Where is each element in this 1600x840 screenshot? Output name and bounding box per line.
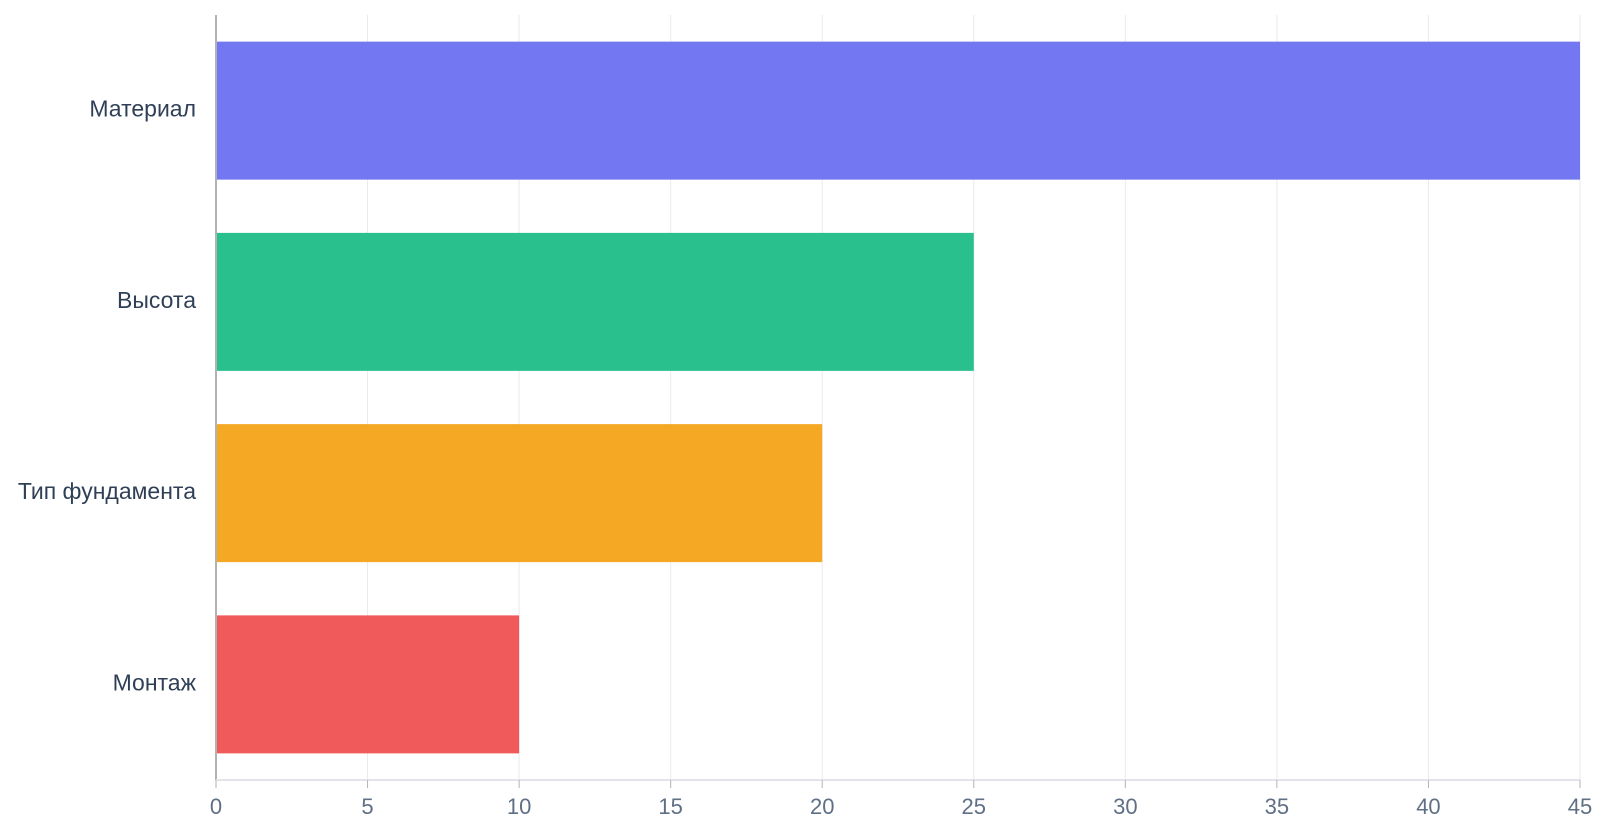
category-label-материал: Материал [89, 96, 196, 122]
x-tick-label-30: 30 [1113, 794, 1137, 819]
x-tick-label-15: 15 [658, 794, 682, 819]
category-label-тип-фундамента: Тип фундамента [18, 478, 196, 504]
bar-тип-фундамента [216, 424, 823, 563]
x-tick-label-10: 10 [507, 794, 531, 819]
category-label-высота: Высота [117, 287, 196, 313]
x-tick-label-5: 5 [361, 794, 373, 819]
bar-материал [216, 41, 1580, 180]
bar-высота [216, 232, 974, 371]
x-tick-label-40: 40 [1416, 794, 1440, 819]
x-tick-label-0: 0 [210, 794, 222, 819]
x-tick-label-35: 35 [1265, 794, 1289, 819]
x-tick-label-20: 20 [810, 794, 834, 819]
bars [216, 41, 1580, 754]
category-label-монтаж: Монтаж [113, 669, 197, 695]
x-tick-label-25: 25 [962, 794, 986, 819]
axes [215, 15, 1581, 788]
labels: Материал Высота Тип фундамента Монтаж 0 5 10 15… [18, 96, 1592, 819]
x-tick-label-45: 45 [1568, 794, 1592, 819]
bar-монтаж [216, 615, 520, 754]
